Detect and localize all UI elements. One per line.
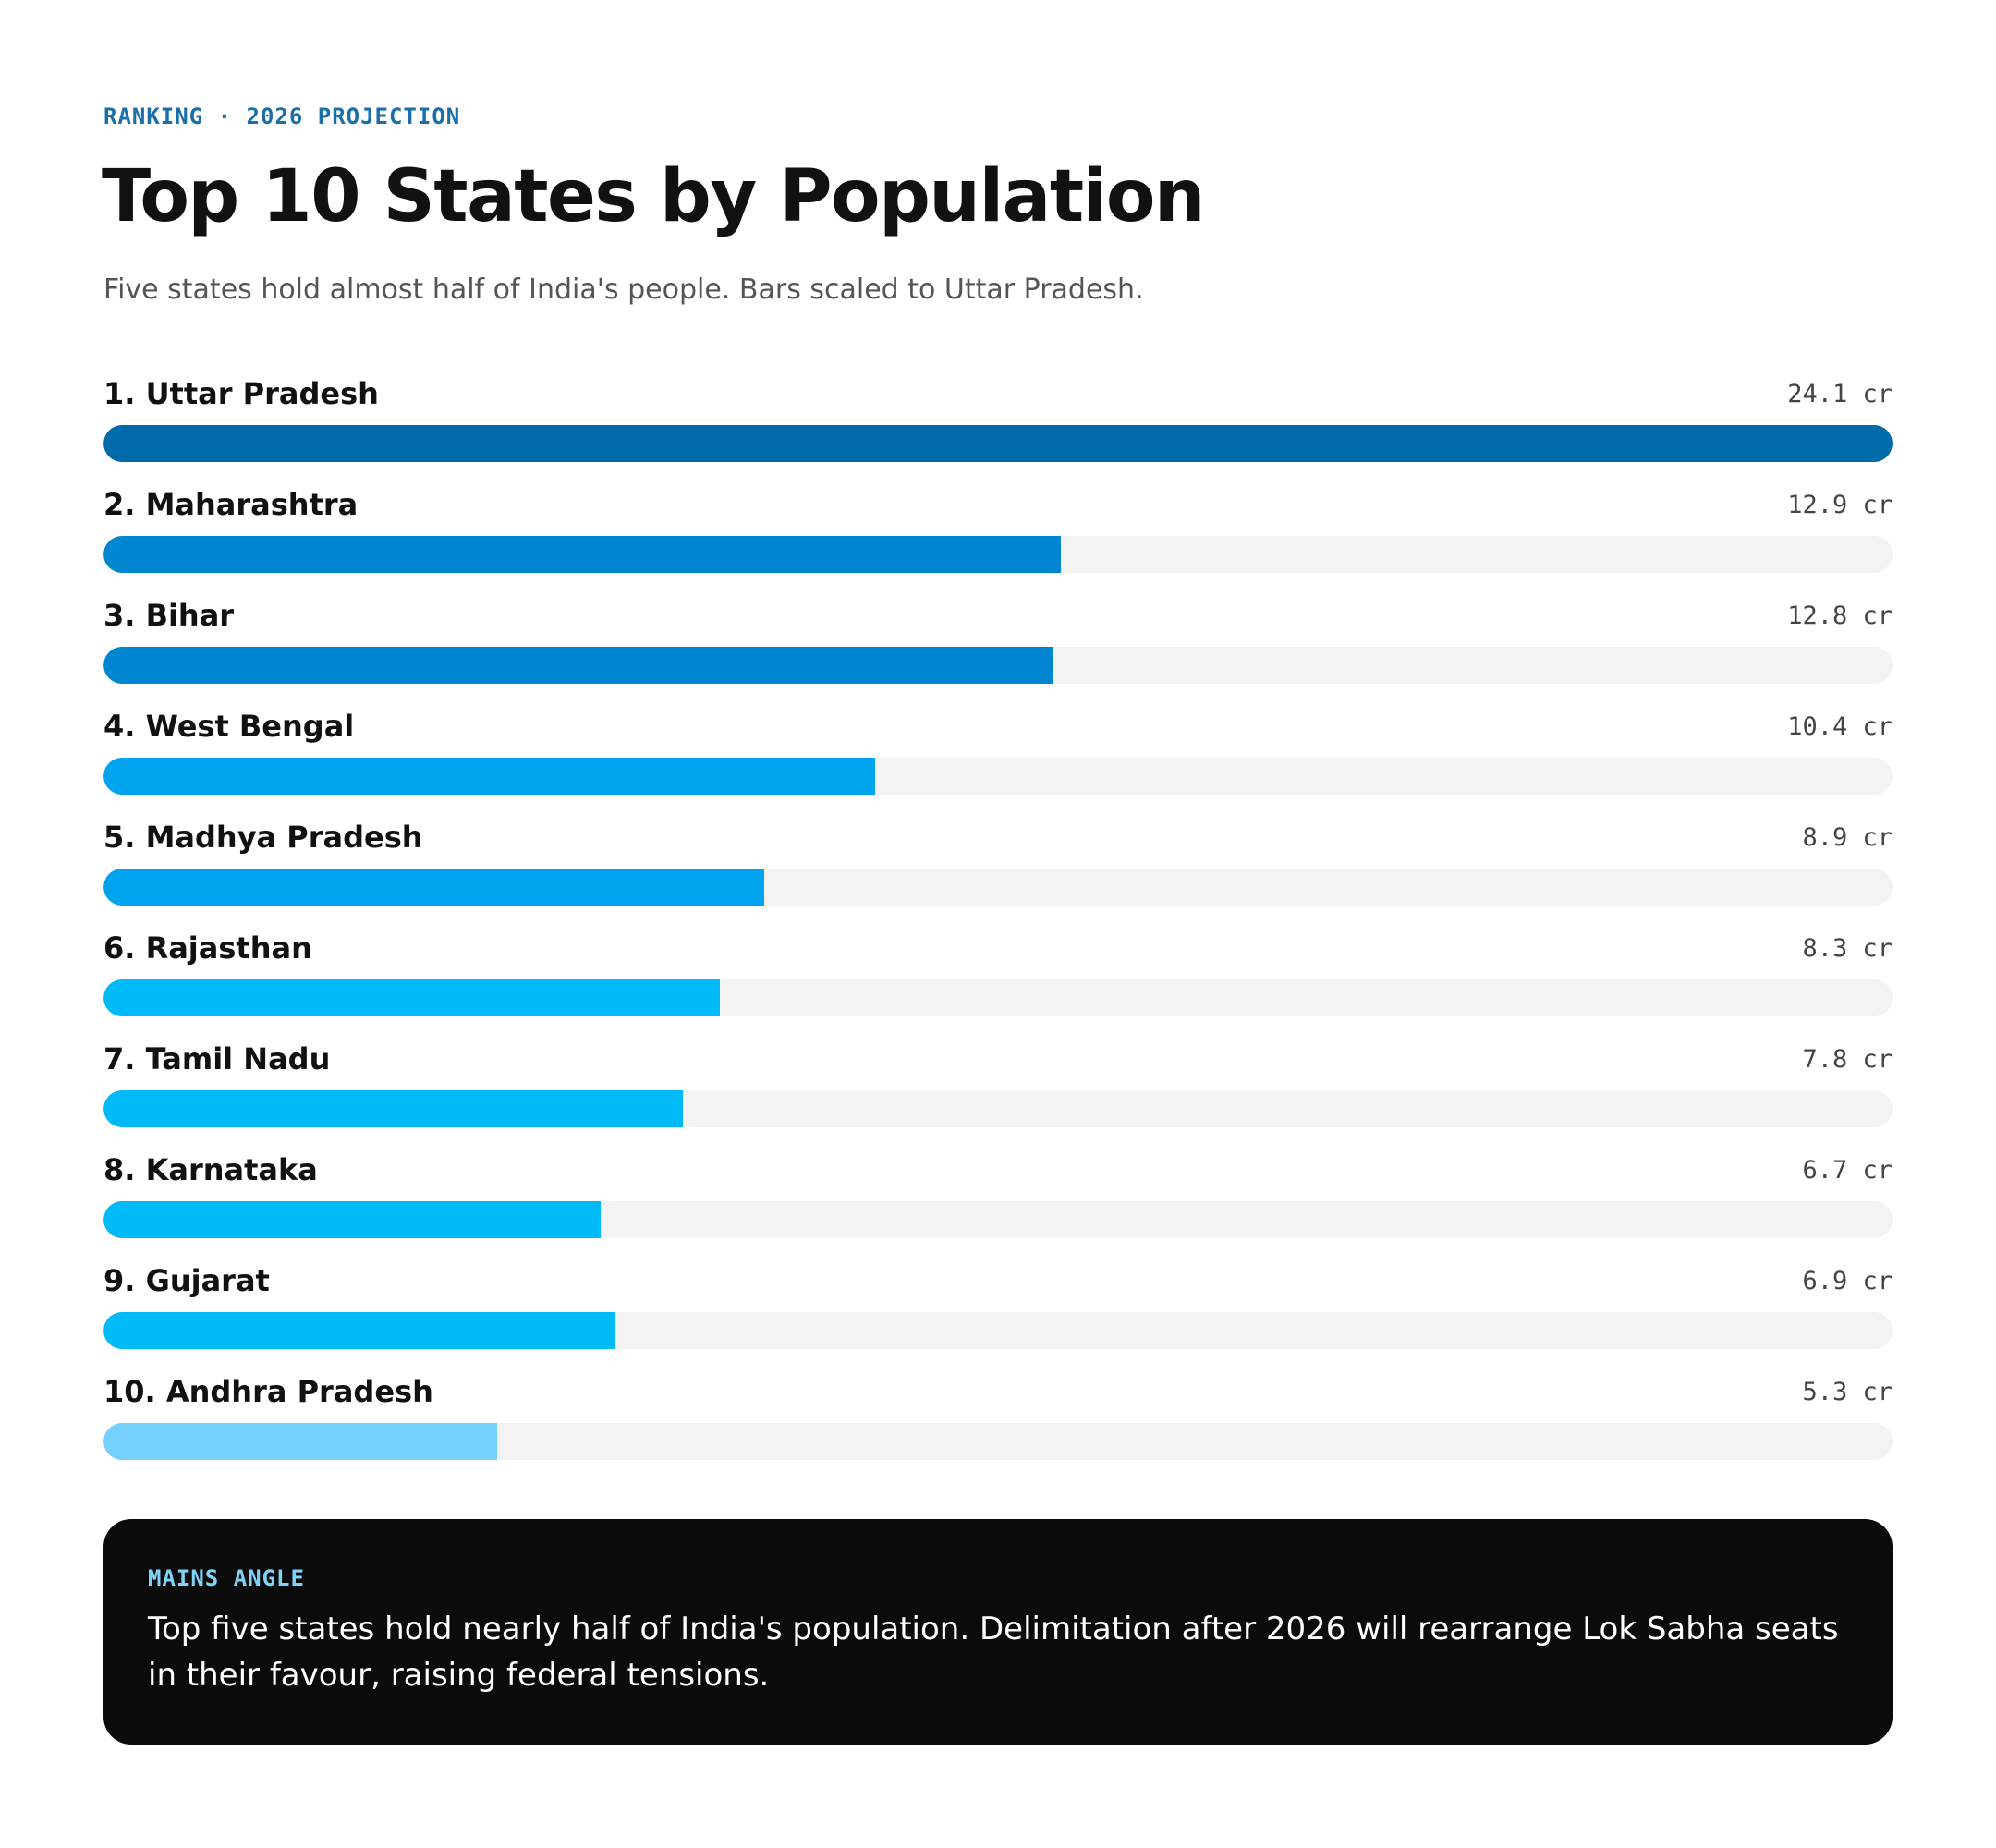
- bar-track: [103, 425, 1893, 462]
- value-label: 5.3 cr: [1802, 1378, 1893, 1406]
- chart-title: Top 10 States by Population: [102, 155, 1205, 238]
- callout: MAINS ANGLE Top five states hold nearly …: [103, 1519, 1893, 1745]
- value-label: 8.3 cr: [1802, 934, 1893, 963]
- bar: [103, 536, 1062, 573]
- value-label: 10.4 cr: [1787, 712, 1893, 741]
- bar-label: 1. Uttar Pradesh: [103, 376, 379, 411]
- value-label: 6.9 cr: [1802, 1267, 1893, 1295]
- bar: [103, 1423, 497, 1460]
- bar-track: [103, 647, 1893, 684]
- bar-label: 10. Andhra Pradesh: [103, 1374, 433, 1409]
- value-label: 24.1 cr: [1787, 380, 1893, 408]
- bar-track: [103, 758, 1893, 795]
- value-label: 8.9 cr: [1802, 823, 1893, 852]
- bar-label: 8. Karnataka: [103, 1152, 318, 1187]
- chart-subtitle: Five states hold almost half of India's …: [103, 274, 1144, 306]
- bar-track: [103, 979, 1893, 1016]
- bar: [103, 869, 764, 906]
- bar-track: [103, 536, 1893, 573]
- bar-label: 7. Tamil Nadu: [103, 1041, 331, 1076]
- bar-label: 3. Bihar: [103, 598, 235, 633]
- bar: [103, 979, 720, 1016]
- bar: [103, 425, 1893, 462]
- bar-label: 9. Gujarat: [103, 1263, 270, 1298]
- value-label: 7.8 cr: [1802, 1045, 1893, 1074]
- bar: [103, 647, 1054, 684]
- bar: [103, 1201, 602, 1238]
- value-label: 12.9 cr: [1787, 491, 1893, 519]
- eyebrow: RANKING · 2026 PROJECTION: [103, 103, 461, 129]
- value-label: 6.7 cr: [1802, 1156, 1893, 1185]
- bar-label: 6. Rajasthan: [103, 930, 312, 966]
- bar: [103, 1312, 616, 1349]
- bar-track: [103, 1312, 1893, 1349]
- bar-label: 5. Madhya Pradesh: [103, 820, 423, 855]
- bar-track: [103, 869, 1893, 906]
- callout-text: Top five states hold nearly half of Indi…: [148, 1611, 1839, 1694]
- bar-track: [103, 1090, 1893, 1127]
- bar-track: [103, 1201, 1893, 1238]
- bar: [103, 1090, 683, 1127]
- callout-label: MAINS ANGLE: [148, 1565, 305, 1591]
- value-label: 12.8 cr: [1787, 602, 1893, 630]
- bar-label: 4. West Bengal: [103, 709, 355, 744]
- bar-track: [103, 1423, 1893, 1460]
- bar: [103, 758, 876, 795]
- bar-label: 2. Maharashtra: [103, 487, 359, 522]
